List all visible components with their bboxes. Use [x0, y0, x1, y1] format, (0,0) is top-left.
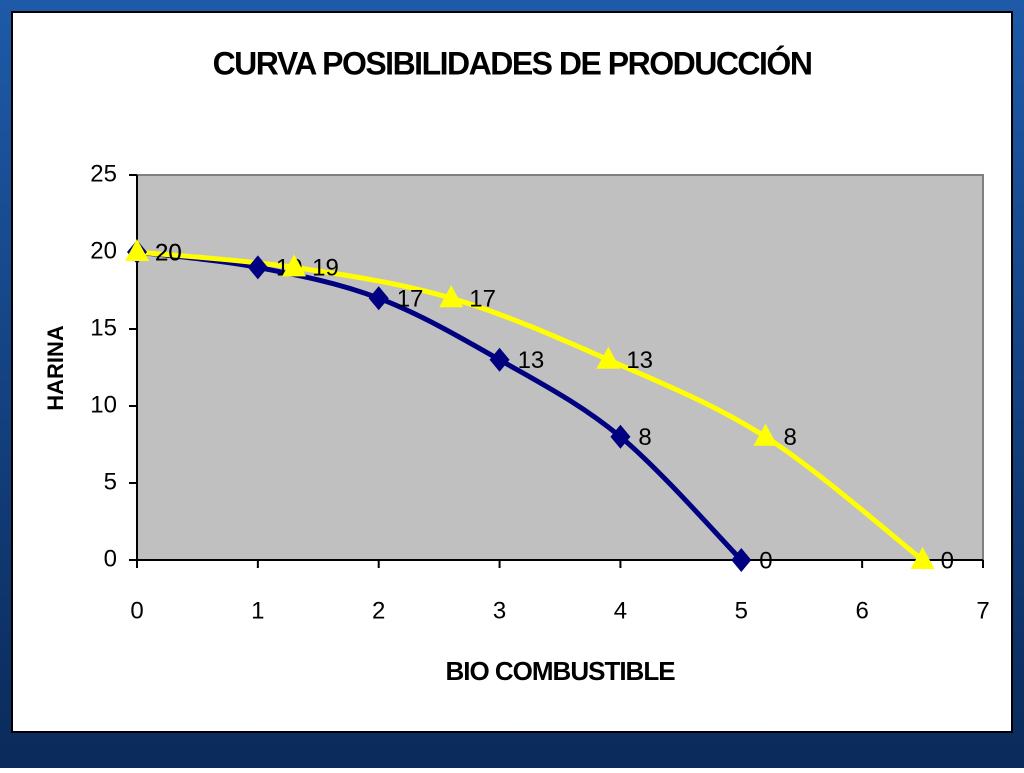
x-tick-label: 7	[976, 597, 989, 624]
y-axis-label: HARINA	[43, 325, 68, 411]
data-label: 17	[397, 286, 424, 313]
marker	[910, 547, 935, 569]
y-tick-label: 0	[104, 545, 117, 572]
marker	[731, 548, 752, 572]
data-label: 0	[759, 547, 772, 574]
marker	[247, 255, 268, 280]
marker	[610, 424, 631, 449]
x-tick-label: 0	[130, 597, 143, 624]
data-label: 19	[312, 255, 339, 282]
chart-title: CURVA POSIBILIDADES DE PRODUCCIÓN	[213, 45, 812, 81]
x-tick-label: 5	[735, 597, 748, 624]
y-tick-label: 25	[90, 160, 117, 187]
marker	[125, 239, 149, 261]
data-label: 8	[638, 424, 651, 451]
marker	[489, 347, 510, 372]
data-label: 0	[941, 547, 954, 574]
y-tick-label: 15	[90, 314, 117, 341]
x-tick-label: 1	[251, 597, 264, 624]
series-line	[136, 249, 744, 562]
x-tick-label: 3	[493, 597, 506, 624]
x-axis-label: BIO COMBUSTIBLE	[445, 656, 675, 686]
y-tick-label: 5	[104, 468, 117, 495]
marker	[368, 286, 389, 311]
marker	[439, 285, 464, 308]
data-label: 20	[155, 239, 182, 266]
marker	[753, 423, 778, 446]
data-label: 13	[626, 347, 653, 374]
marker	[282, 254, 307, 277]
y-tick-label: 10	[90, 391, 117, 418]
y-tick-label: 20	[90, 237, 117, 264]
data-label: 8	[783, 424, 796, 451]
data-label: 13	[518, 347, 545, 374]
data-label: 20	[155, 239, 182, 266]
x-tick-label: 6	[855, 597, 868, 624]
data-label: 17	[469, 286, 496, 313]
x-tick-label: 4	[614, 597, 627, 624]
series-line	[136, 249, 925, 562]
marker	[596, 346, 621, 369]
x-tick-label: 2	[372, 597, 385, 624]
